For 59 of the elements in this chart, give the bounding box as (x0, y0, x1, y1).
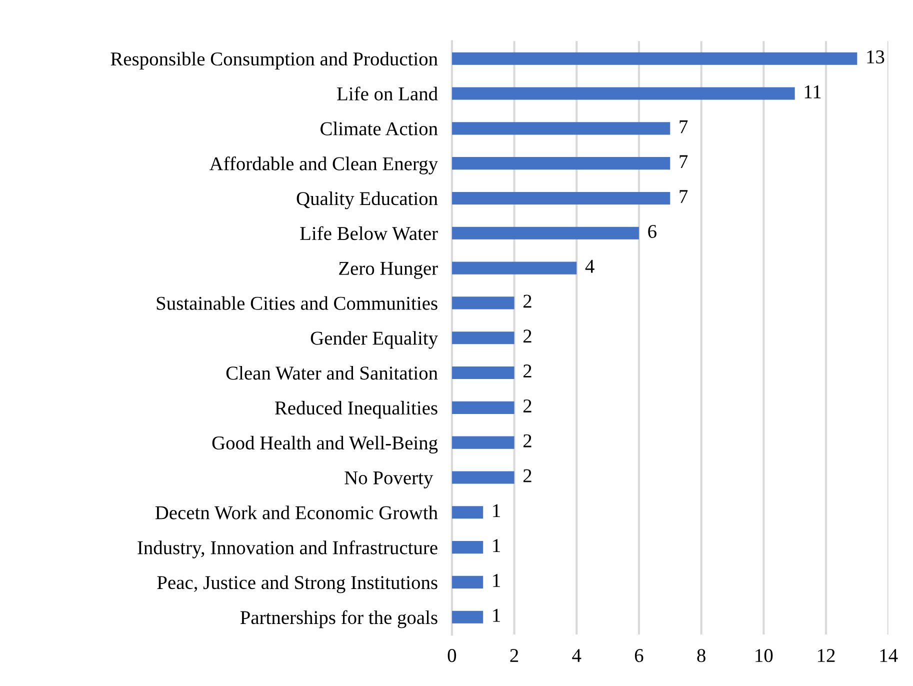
bar (452, 576, 484, 588)
bar (452, 262, 577, 274)
x-tick-label: 2 (510, 649, 518, 662)
bar (452, 192, 670, 205)
y-tick-label: Decetn Work and Economic Growth (155, 506, 438, 520)
bar (452, 157, 670, 170)
bar (452, 506, 484, 519)
y-tick-label: Sustainable Cities and Communities (156, 296, 438, 310)
y-tick-label: Quality Education (296, 191, 438, 210)
data-label: 2 (523, 399, 532, 412)
y-tick-label: Partnerships for the goals (240, 610, 438, 628)
y-tick-label: Industry, Innovation and Infrastructure (138, 540, 438, 558)
bar (452, 610, 484, 624)
bar (452, 122, 670, 135)
bar (452, 226, 639, 240)
data-label: 2 (523, 330, 532, 343)
data-label: 11 (804, 85, 821, 98)
data-label: 7 (680, 120, 688, 134)
bar (452, 87, 795, 100)
bar (452, 541, 484, 554)
y-tick-label: Affordable and Clean Energy (209, 156, 438, 174)
y-tick-label: Gender Equality (310, 331, 438, 349)
bar (452, 296, 514, 310)
y-tick-label: Reduced Inequalities (275, 400, 438, 419)
data-label: 2 (523, 294, 532, 308)
data-label: 13 (867, 50, 884, 64)
data-label: 2 (523, 469, 532, 482)
x-tick-label: 4 (572, 649, 582, 662)
bar (452, 332, 514, 344)
y-tick-label: Zero Hunger (339, 262, 438, 279)
y-tick-label: Clean Water and Sanitation (226, 366, 438, 380)
bar (452, 436, 514, 449)
y-tick-label: Life Below Water (300, 226, 438, 240)
x-tick-label: 0 (448, 649, 456, 662)
x-tick-label: 10 (756, 649, 773, 662)
bar (452, 366, 514, 380)
bar (452, 401, 514, 414)
y-tick-label: No Poverty (344, 471, 434, 488)
bar (452, 471, 514, 484)
data-label: 7 (680, 155, 688, 168)
data-label: 6 (648, 224, 656, 238)
data-label: 7 (680, 190, 688, 203)
data-label: 1 (493, 504, 500, 518)
x-tick-label: 14 (880, 649, 898, 662)
x-tick-label: 12 (818, 649, 835, 662)
data-label: 4 (585, 260, 594, 273)
data-label: 2 (523, 364, 532, 378)
y-tick-label: Life on Land (337, 86, 438, 100)
y-tick-label: Responsible Consumption and Production (110, 52, 438, 70)
data-label: 1 (493, 574, 500, 587)
data-label: 1 (493, 608, 500, 622)
x-tick-label: 6 (634, 649, 644, 662)
data-label: 2 (523, 434, 532, 448)
y-tick-label: Peac, Justice and Strong Institutions (157, 575, 438, 594)
x-tick-label: 8 (697, 649, 706, 662)
data-label: 1 (493, 539, 500, 552)
y-tick-label: Climate Action (320, 122, 438, 136)
y-tick-label: Good Health and Well-Being (212, 436, 438, 454)
bar (452, 52, 858, 65)
